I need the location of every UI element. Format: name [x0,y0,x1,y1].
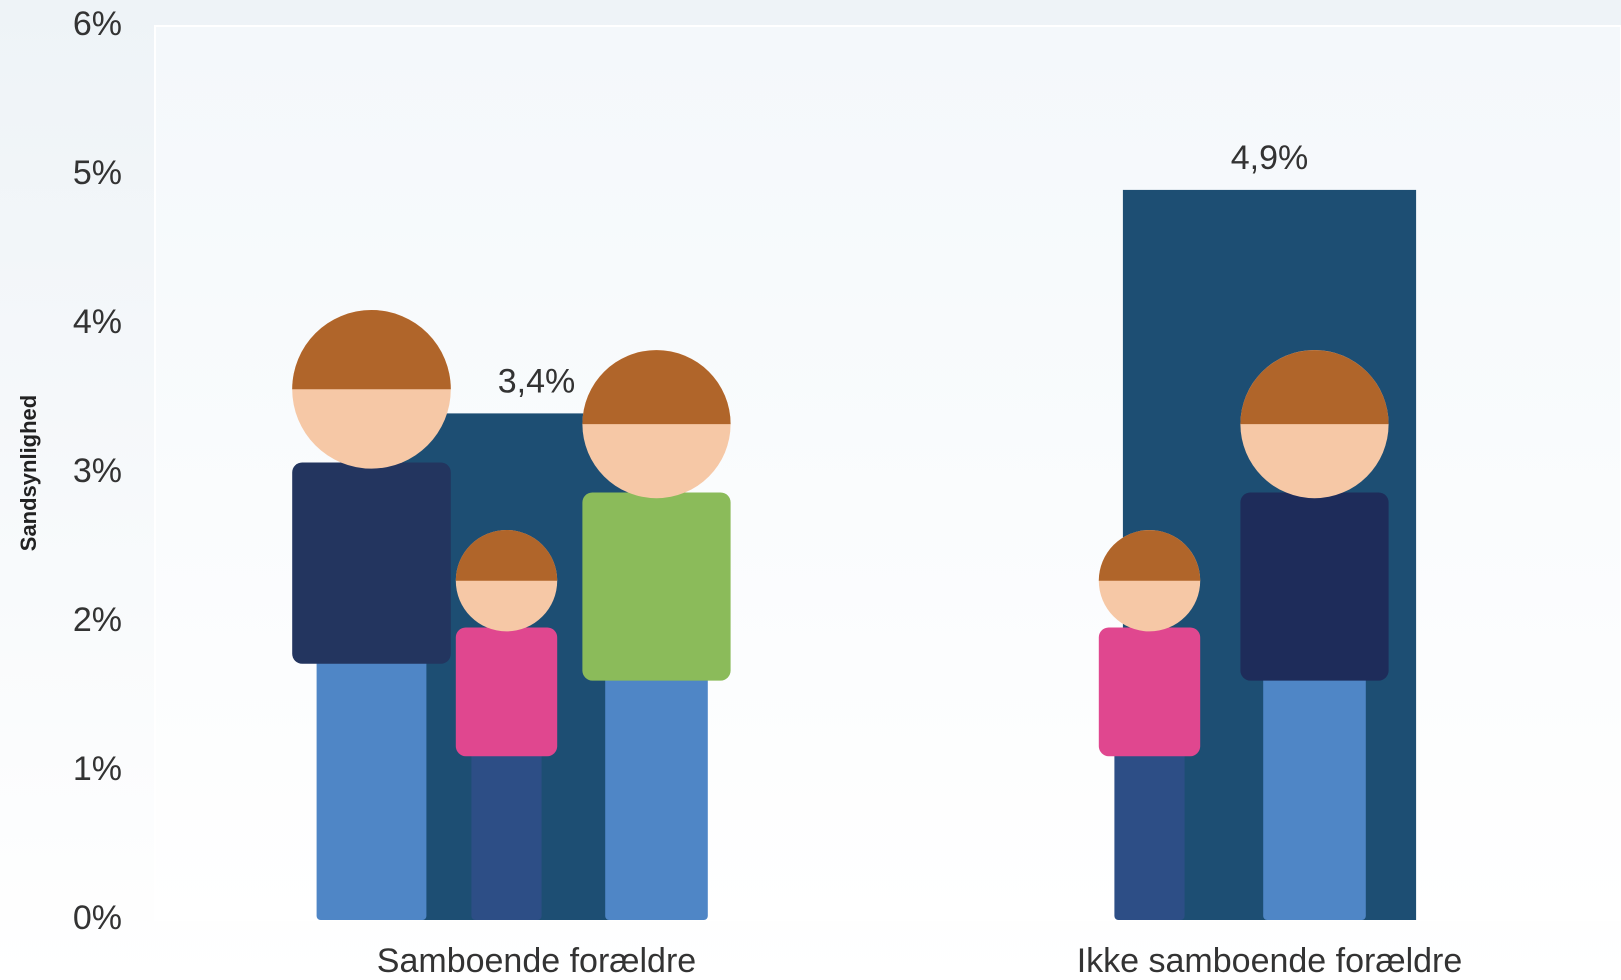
value-label: 3,4% [498,362,576,400]
y-tick-label: 4% [73,303,122,341]
y-axis-label: Sandsynlighed [16,395,41,551]
leg [471,745,541,921]
torso [456,628,557,757]
torso [1240,493,1388,681]
chart: Sandsynlighed 0% 1% 2% 3% 4% 5% 6% Samboende fo… [0,0,1621,980]
y-tick-label: 6% [73,5,122,43]
leg [1114,745,1184,921]
torso [1099,628,1200,757]
x-tick-label: Ikke samboende forældre [1077,942,1463,980]
y-tick-label: 5% [73,154,122,192]
x-tick-label: Samboende forældre [377,942,696,980]
leg [605,664,708,921]
y-tick-label: 1% [73,750,122,788]
y-tick-label: 2% [73,601,122,639]
leg [1263,664,1366,921]
torso [582,493,730,681]
value-label: 4,9% [1231,139,1309,177]
torso [292,463,451,664]
y-tick-label: 0% [73,899,122,937]
leg [317,646,427,921]
y-tick-label: 3% [73,452,122,490]
